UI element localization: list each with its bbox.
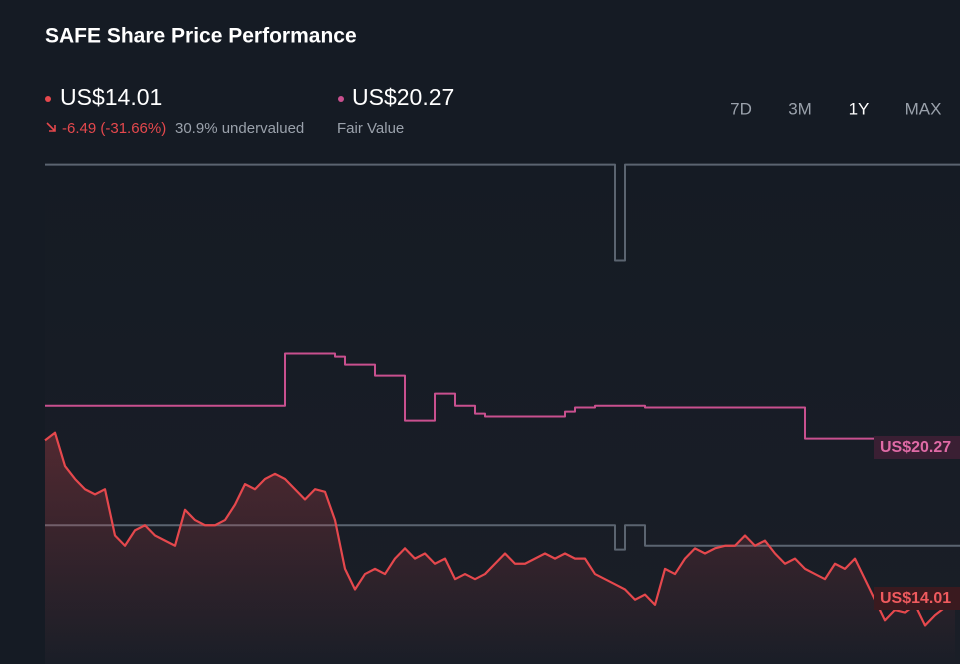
price-tag-text: US$14.01 bbox=[880, 590, 951, 607]
end-labels: US$20.27 US$14.01 bbox=[874, 436, 960, 610]
plot bbox=[44, 163, 960, 664]
valuation: 30.9% undervalued bbox=[175, 120, 304, 137]
price-line bbox=[44, 431, 956, 627]
price-value: US$14.01 bbox=[60, 84, 162, 110]
price-area bbox=[45, 432, 955, 664]
range-selector: 7D 3M 1Y MAX bbox=[730, 99, 941, 118]
fair-value-tag bbox=[874, 436, 960, 459]
range-button[interactable]: 1Y bbox=[849, 99, 870, 118]
fair-value-dot bbox=[338, 96, 344, 102]
fair-value: US$20.27 bbox=[352, 84, 454, 110]
title: SAFE Share Price Performance bbox=[45, 25, 357, 48]
fair-value-tag-text: US$20.27 bbox=[880, 439, 951, 456]
price-tag bbox=[874, 587, 960, 610]
price-dot bbox=[45, 96, 51, 102]
price-change: -6.49 (-31.66%) bbox=[62, 120, 166, 137]
down-arrow bbox=[46, 122, 56, 132]
fair-value-line bbox=[45, 352, 960, 440]
fair-value-caption: Fair Value bbox=[337, 120, 404, 137]
range-button[interactable]: 7D bbox=[730, 99, 752, 118]
reference-line bbox=[45, 163, 960, 262]
range-button[interactable]: MAX bbox=[905, 99, 942, 118]
range-button[interactable]: 3M bbox=[788, 99, 812, 118]
